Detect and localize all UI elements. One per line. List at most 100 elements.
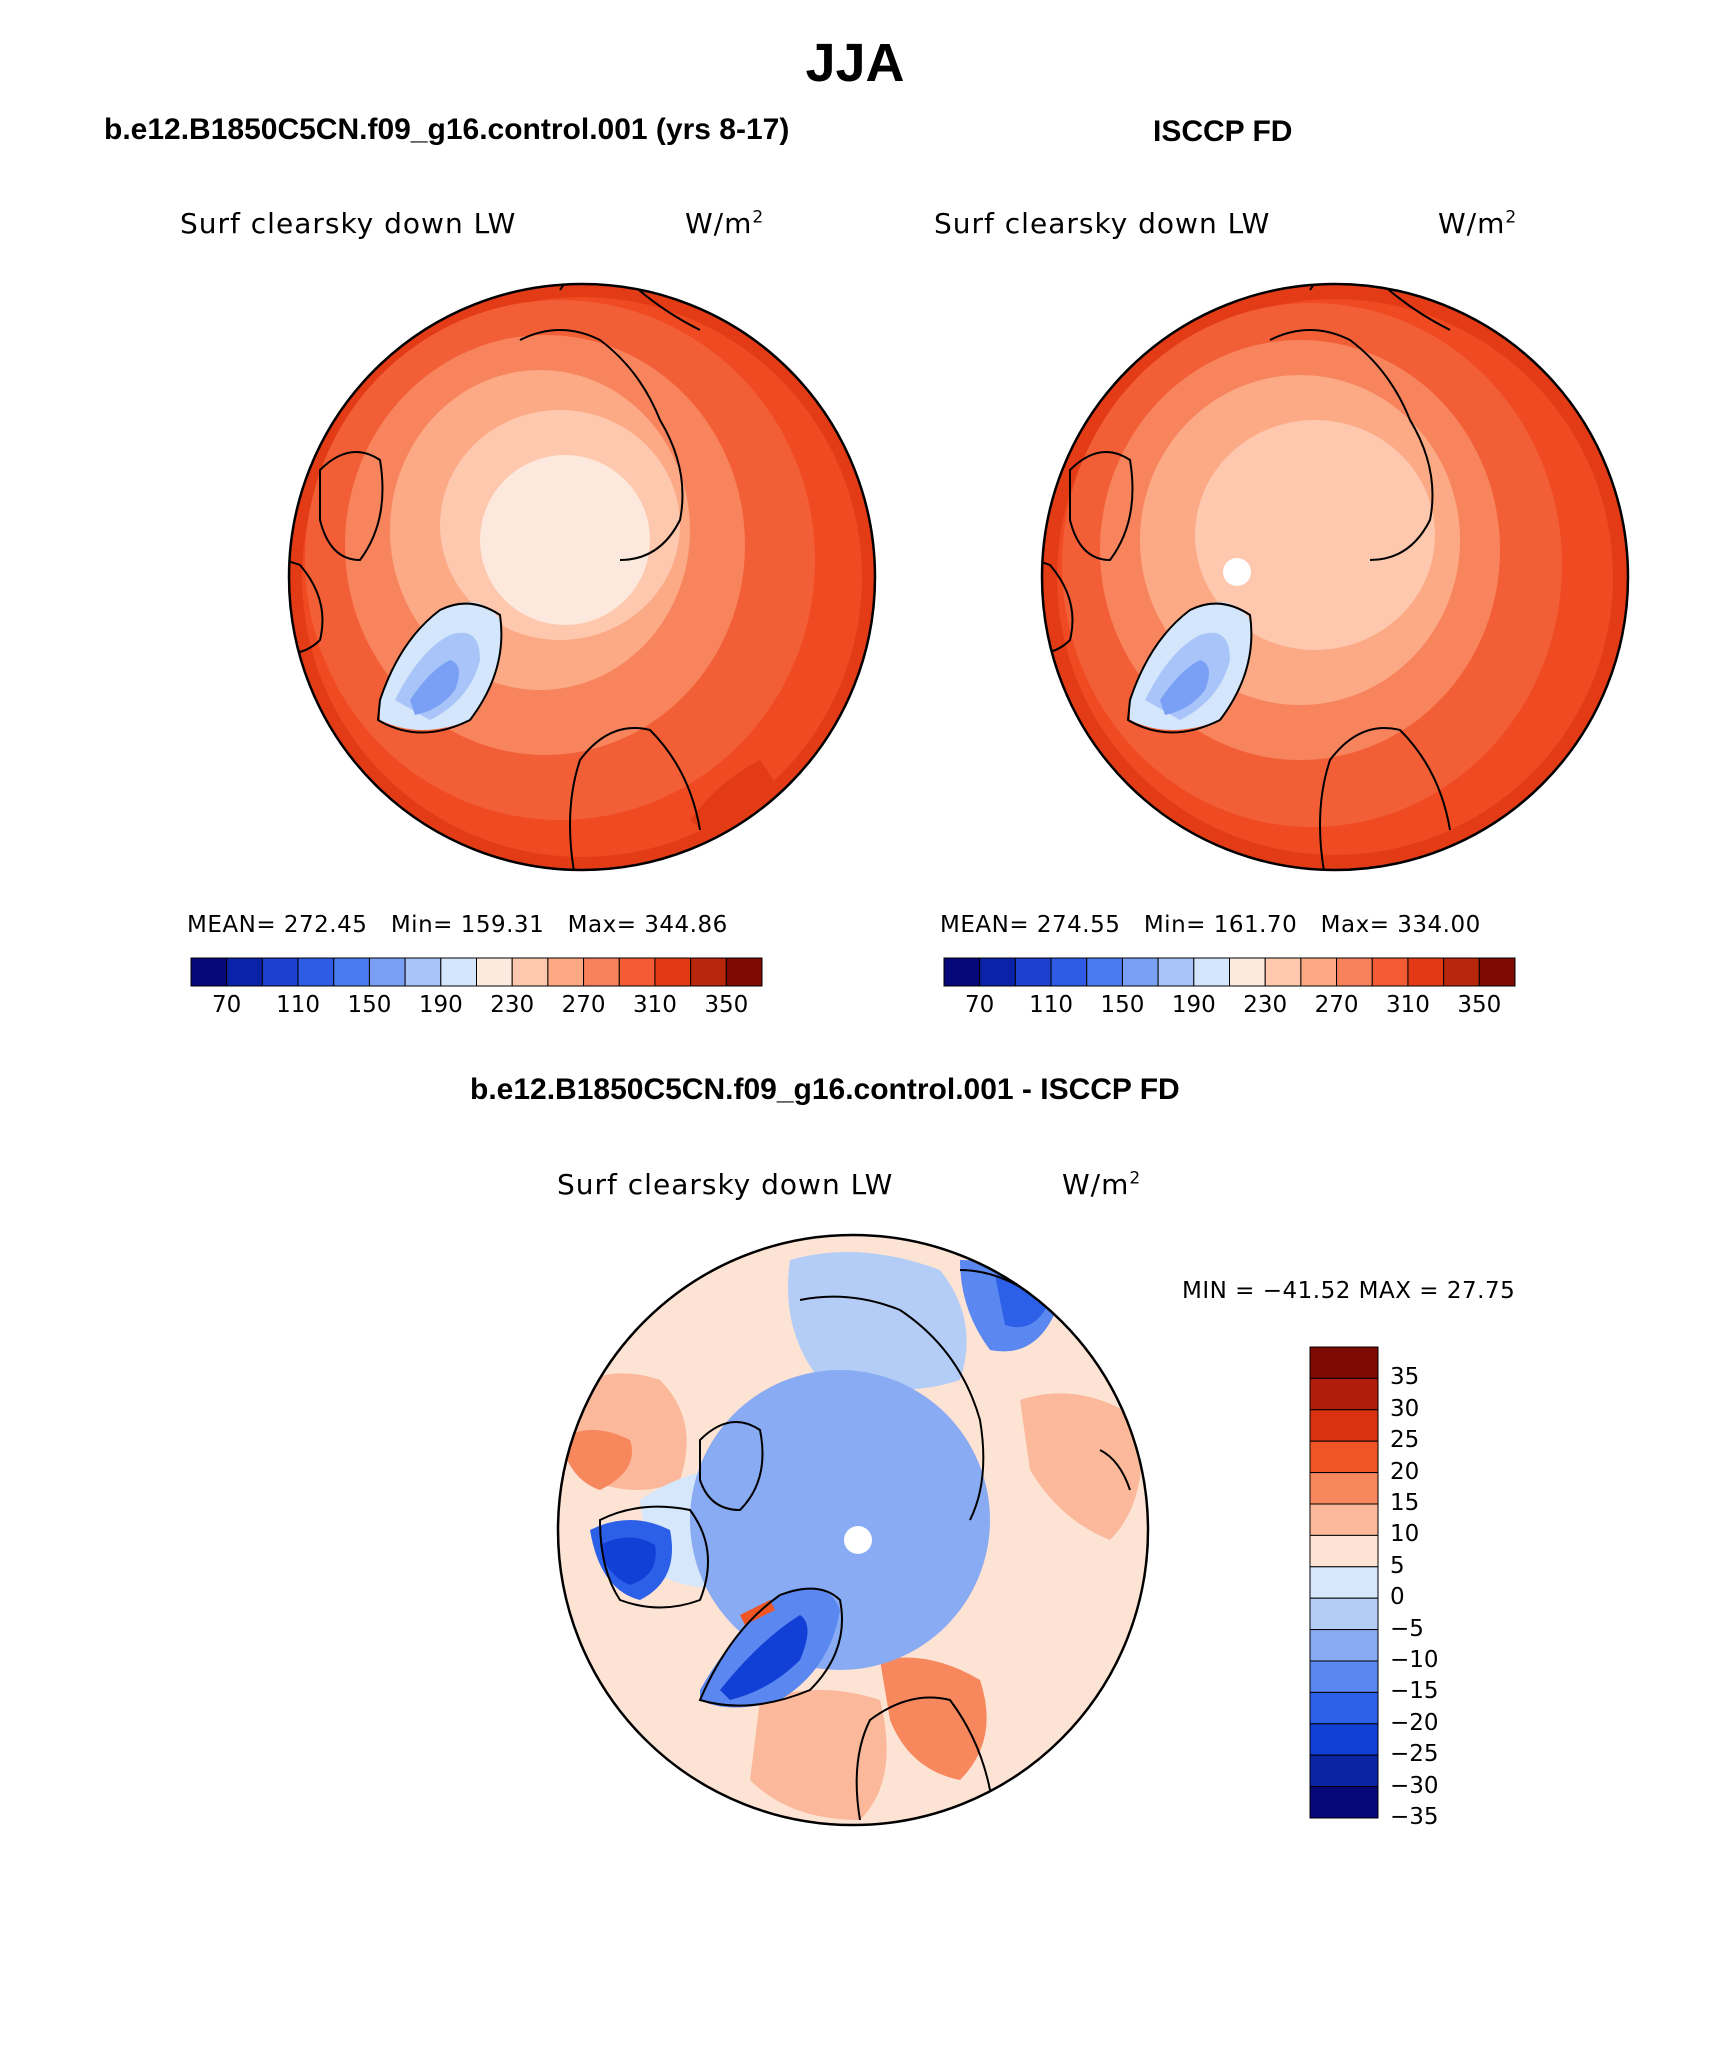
model-map-border	[287, 282, 877, 872]
obs-colorbar-swatch	[1371, 957, 1409, 987]
difference-colorbar-tick-label: 25	[1390, 1427, 1420, 1454]
model-colorbar-swatch	[583, 957, 620, 987]
difference-colorbar-swatch	[1309, 1472, 1379, 1505]
difference-colorbar-tick-label: 35	[1390, 1364, 1420, 1391]
difference-colorbar-tick-label: −25	[1390, 1741, 1439, 1768]
model-case-title: b.e12.B1850C5CN.f09_g16.control.001 (yrs…	[104, 113, 790, 146]
obs-colorbar-tick-label: 350	[1457, 992, 1502, 1018]
difference-colorbar-swatch	[1309, 1597, 1379, 1631]
model-colorbar-tick-label: 70	[212, 992, 242, 1018]
difference-colorbar-tick-label: −10	[1390, 1647, 1439, 1673]
difference-colorbar-swatch	[1309, 1786, 1379, 1819]
obs-colorbar-swatch	[1050, 957, 1088, 987]
model-max: Max= 344.86	[567, 912, 728, 938]
model-colorbar-swatch	[618, 957, 656, 987]
model-colorbar-swatch	[297, 957, 335, 987]
model-colorbar-tick-label: 350	[704, 992, 749, 1018]
difference-variable-label: Surf clearsky down LW	[557, 1168, 894, 1201]
obs-mean: MEAN= 274.55	[940, 912, 1121, 938]
difference-colorbar-tick-label: −5	[1390, 1615, 1424, 1642]
model-colorbar-swatch	[654, 957, 692, 987]
difference-coastlines	[598, 1269, 1131, 1821]
model-colorbar	[190, 957, 763, 987]
difference-units-label: W/m2	[1062, 1168, 1142, 1201]
model-colorbar-swatch	[690, 957, 727, 987]
model-colorbar-swatch	[511, 957, 549, 987]
figure-title: JJA	[805, 33, 905, 93]
model-colorbar-swatch	[547, 957, 585, 987]
difference-colorbar-swatch	[1309, 1503, 1379, 1536]
difference-colorbar	[1309, 1346, 1379, 1819]
left-variable-label: Surf clearsky down LW	[180, 207, 517, 240]
model-colorbar-swatch	[190, 957, 228, 987]
model-colorbar-swatch	[333, 957, 370, 987]
difference-colorbar-swatch	[1309, 1346, 1379, 1379]
difference-colorbar-tick-label: 5	[1390, 1552, 1405, 1579]
obs-colorbar-swatch	[1229, 957, 1266, 987]
difference-colorbar-tick-label: −30	[1390, 1772, 1439, 1799]
difference-minmax: MIN = −41.52 MAX = 27.75	[1182, 1278, 1516, 1304]
model-colorbar-tick-label: 190	[418, 992, 463, 1018]
difference-colorbar-tick-label: 10	[1390, 1521, 1420, 1548]
model-min: Min= 159.31	[390, 912, 545, 938]
obs-coastlines	[1042, 284, 1451, 870]
obs-max: Max= 334.00	[1320, 912, 1481, 938]
obs-colorbar-tick-label: 310	[1385, 992, 1430, 1018]
obs-colorbar-tick-label: 70	[965, 992, 995, 1018]
difference-colorbar-swatch	[1309, 1534, 1379, 1568]
model-colorbar-swatch	[368, 957, 406, 987]
model-colorbar-tick-label: 270	[561, 992, 606, 1018]
model-stats: MEAN= 272.45 Min= 159.31 Max= 344.86	[187, 912, 728, 938]
difference-title: b.e12.B1850C5CN.f09_g16.control.001 - IS…	[470, 1073, 1180, 1106]
obs-colorbar	[943, 957, 1516, 987]
obs-colorbar-swatch	[1086, 957, 1123, 987]
difference-colorbar-swatch	[1309, 1409, 1379, 1442]
difference-colorbar-tick-label: 0	[1390, 1584, 1405, 1611]
model-colorbar-swatch	[440, 957, 477, 987]
model-colorbar-tick-label: 110	[276, 992, 321, 1018]
obs-colorbar-tick-label: 270	[1314, 992, 1359, 1018]
model-colorbar-swatch	[261, 957, 299, 987]
obs-colorbar-tick-label: 150	[1100, 992, 1145, 1018]
obs-colorbar-swatch	[1157, 957, 1195, 987]
difference-colorbar-swatch	[1309, 1377, 1379, 1411]
obs-colorbar-swatch	[1014, 957, 1052, 987]
right-variable-label: Surf clearsky down LW	[934, 207, 1271, 240]
difference-colorbar-tick-label: −35	[1390, 1804, 1439, 1830]
obs-colorbar-swatch	[1121, 957, 1159, 987]
obs-colorbar-swatch	[1300, 957, 1338, 987]
difference-colorbar-swatch	[1309, 1754, 1379, 1788]
obs-colorbar-tick-label: 190	[1171, 992, 1216, 1018]
model-colorbar-swatch	[226, 957, 263, 987]
obs-map-border	[1040, 282, 1630, 872]
obs-stats: MEAN= 274.55 Min= 161.70 Max= 334.00	[940, 912, 1481, 938]
difference-colorbar-swatch	[1309, 1566, 1379, 1599]
difference-colorbar-swatch	[1309, 1660, 1379, 1693]
obs-colorbar-swatch	[943, 957, 981, 987]
difference-colorbar-tick-label: −15	[1390, 1678, 1439, 1705]
model-colorbar-swatch	[476, 957, 513, 987]
difference-colorbar-swatch	[1309, 1723, 1379, 1756]
difference-polar-map	[558, 1235, 1148, 1825]
model-colorbar-swatch	[725, 957, 763, 987]
model-colorbar-tick-label: 150	[347, 992, 392, 1018]
obs-min: Min= 161.70	[1143, 912, 1298, 938]
obs-colorbar-tick-label: 230	[1243, 992, 1288, 1018]
difference-colorbar-swatch	[1309, 1629, 1379, 1662]
difference-colorbar-swatch	[1309, 1440, 1379, 1474]
obs-colorbar-swatch	[1443, 957, 1480, 987]
obs-polar-map	[1042, 284, 1628, 870]
obs-colorbar-swatch	[1478, 957, 1516, 987]
difference-colorbar-tick-label: 15	[1390, 1490, 1420, 1516]
obs-colorbar-swatch	[979, 957, 1016, 987]
obs-colorbar-swatch	[1336, 957, 1373, 987]
model-mean: MEAN= 272.45	[187, 912, 368, 938]
model-colorbar-tick-label: 230	[490, 992, 535, 1018]
obs-colorbar-tick-label: 110	[1029, 992, 1074, 1018]
difference-colorbar-tick-label: 30	[1390, 1395, 1420, 1422]
difference-map-border	[556, 1233, 1150, 1827]
difference-colorbar-tick-label: 20	[1390, 1458, 1420, 1485]
obs-colorbar-swatch	[1264, 957, 1302, 987]
model-polar-map	[289, 284, 875, 870]
